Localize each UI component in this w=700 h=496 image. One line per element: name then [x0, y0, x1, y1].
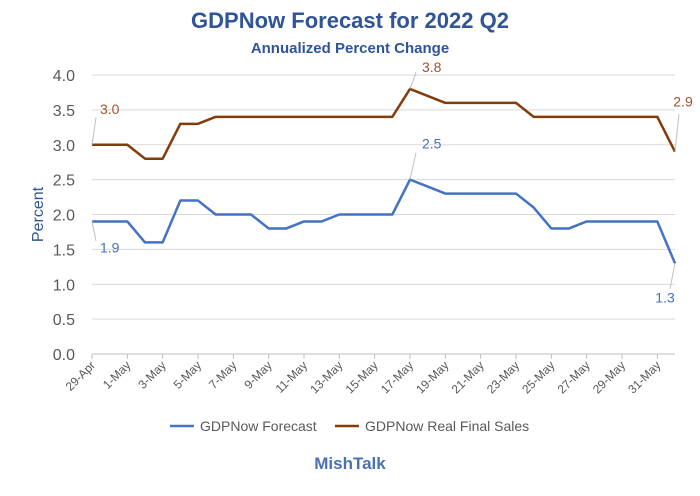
x-tick-label: 15-May [343, 358, 381, 396]
x-tick-label: 21-May [449, 358, 487, 396]
y-tick-label: 4.0 [53, 68, 75, 85]
x-tick-label: 27-May [555, 358, 593, 396]
data-label: 3.8 [422, 59, 442, 75]
x-tick-label: 31-May [625, 358, 663, 396]
y-tick-label: 0.0 [53, 347, 75, 364]
y-tick-label: 3.5 [53, 103, 75, 120]
x-tick-label: 3-May [135, 358, 168, 391]
data-label-leader [674, 114, 680, 152]
y-axis-label: Percent [30, 186, 47, 242]
x-tick-label: 1-May [100, 358, 133, 391]
y-tick-label: 2.0 [53, 208, 75, 225]
chart-title: GDPNow Forecast for 2022 Q2 [191, 8, 509, 33]
data-label-leader [409, 72, 417, 90]
y-tick-label: 2.5 [53, 173, 75, 190]
x-tick-label: 17-May [378, 358, 416, 396]
x-tick-label: 25-May [519, 358, 557, 396]
data-label-leader [409, 152, 417, 180]
data-label: 2.5 [422, 136, 442, 152]
x-tick-label: 5-May [171, 358, 204, 391]
data-label-leader [669, 263, 676, 289]
x-tick-label: 19-May [413, 358, 451, 396]
data-label: 2.9 [673, 94, 693, 110]
data-label: 1.3 [655, 289, 675, 305]
chart-subtitle: Annualized Percent Change [250, 40, 450, 57]
x-tick-label: 9-May [241, 358, 274, 391]
legend-label: GDPNow Forecast [200, 418, 317, 434]
x-tick-label: 23-May [484, 358, 522, 396]
y-tick-label: 0.5 [53, 312, 75, 329]
y-tick-label: 3.0 [53, 138, 75, 155]
data-label: 1.9 [100, 239, 120, 255]
brand-label: MishTalk [314, 454, 386, 473]
series-line-final-sales [92, 87, 677, 160]
y-tick-label: 1.5 [53, 242, 75, 259]
x-tick-label: 29-May [590, 358, 628, 396]
series-line-forecast [92, 178, 677, 264]
x-tick-label: 11-May [273, 358, 311, 396]
x-tick-label: 7-May [206, 358, 239, 391]
data-label-leader [91, 117, 97, 145]
x-tick-label: 13-May [307, 358, 345, 396]
data-label: 3.0 [100, 101, 120, 117]
data-label-leader [91, 221, 97, 242]
legend-label: GDPNow Real Final Sales [365, 418, 529, 434]
y-tick-label: 1.0 [53, 277, 75, 294]
